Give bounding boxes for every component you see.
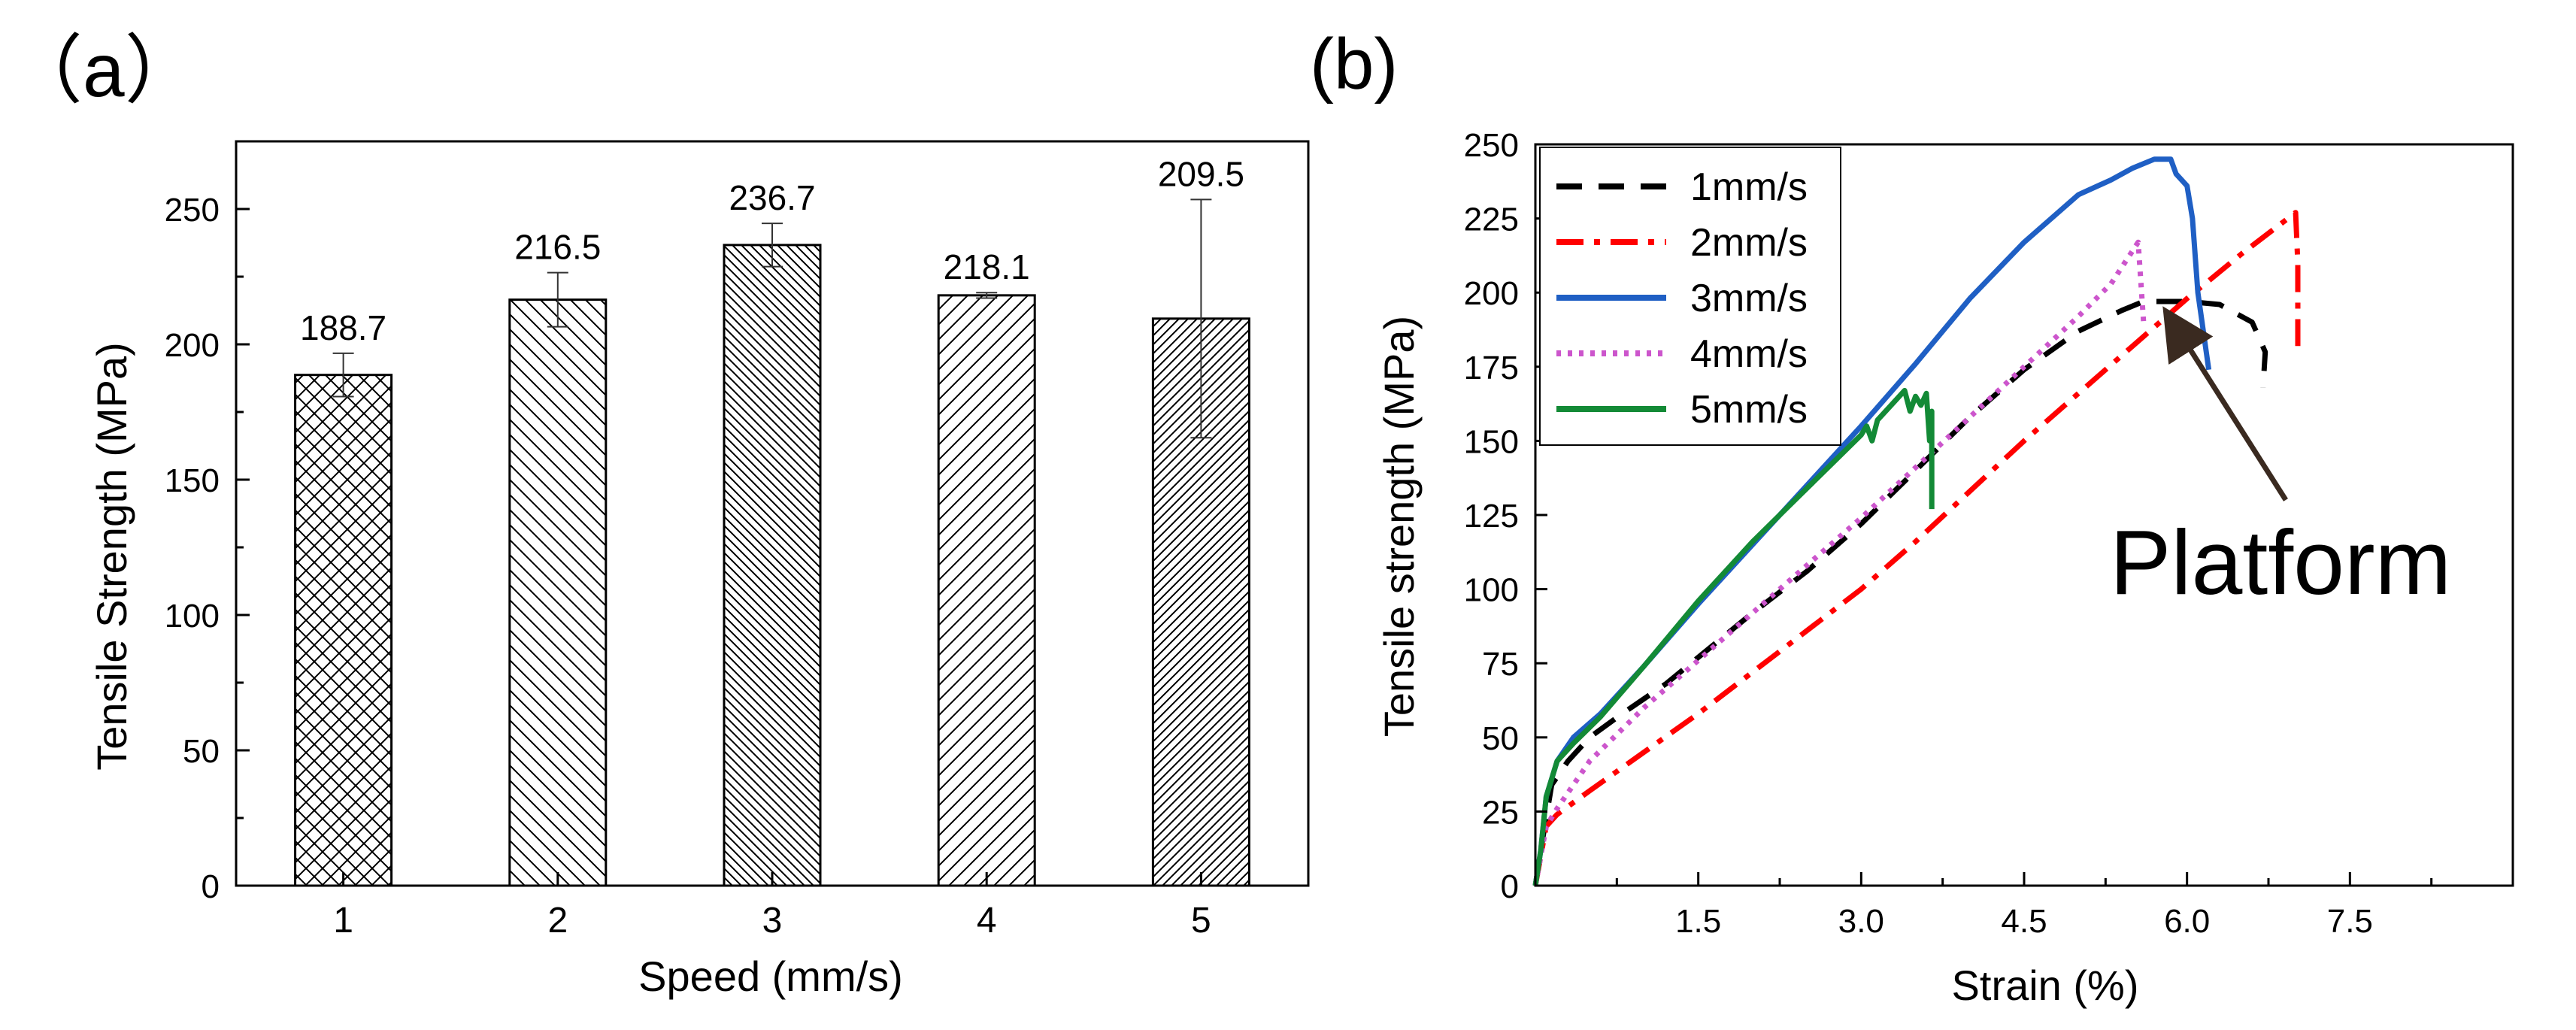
panel-b-y-axis-label: Tensile strength (MPa) [1375,316,1423,737]
series-line-3mm-per-s [1532,156,2212,886]
panel-b-annotation: Platform [2110,306,2451,613]
x-tick-label: 4 [977,901,997,941]
panel-b-x-axis-label: Strain (%) [1952,962,2139,1009]
panel-b-x-ticks: 1.5 3.0 4.5 6.0 7.5 [1615,872,2433,940]
y-tick-label: 0 [1501,868,1519,905]
panel-b-y-ticks: 0 25 50 75 100 125 150 175 200 225 250 [1464,127,1547,905]
bar-3 [723,244,822,887]
y-tick-label: 250 [1464,127,1519,164]
bar-value-label: 236.7 [729,178,815,217]
x-tick-label: 4.5 [2001,903,2047,940]
legend-entry: 1mm/s [1690,165,1808,209]
y-tick-label: 75 [1482,646,1519,683]
y-tick-label: 200 [165,327,220,364]
x-tick-label: 2 [547,901,568,941]
x-tick-label: 3.0 [1838,903,1884,940]
x-tick-label: 1.5 [1675,903,1721,940]
series-line-2mm-per-s [1532,210,2301,886]
y-tick-label: 50 [1482,720,1519,757]
series-line-4mm-per-s [1532,239,2147,886]
x-tick-label: 6.0 [2164,903,2210,940]
y-tick-label: 100 [1464,572,1519,609]
panel-a-x-axis-label: Speed (mm/s) [638,953,903,1000]
series-line-5mm-per-s [1532,387,1935,886]
panel-a: （a） 0 50 100 150 200 250 1 2 3 4 5 188.7 216.5 236.… [8,29,1310,1000]
panel-a-y-axis-label: Tensile Strength (MPa) [88,342,135,771]
panel-b: (b) 0 25 50 75 100 125 150 175 200 225 250 1.5 3.0 4… [1310,24,2514,1009]
x-tick-label: 1 [333,901,353,941]
annotation-text: Platform [2110,511,2451,613]
y-tick-label: 25 [1482,794,1519,831]
y-tick-label: 250 [165,192,220,229]
panel-b-legend: 1mm/s 2mm/s 3mm/s 4mm/s 5mm/s [1539,147,1841,446]
y-tick-label: 150 [1464,423,1519,460]
annotation-arrow [2162,306,2288,501]
x-tick-label: 5 [1191,901,1211,941]
panel-a-y-ticks: 0 50 100 150 200 250 [165,192,250,905]
bar-value-label: 188.7 [300,308,386,347]
y-tick-label: 175 [1464,350,1519,386]
y-tick-label: 125 [1464,498,1519,535]
legend-entry: 3mm/s [1690,277,1808,320]
legend-entry: 2mm/s [1690,221,1808,265]
panel-b-series-lines [1532,156,2301,886]
y-tick-label: 100 [165,598,220,635]
bar-value-label: 209.5 [1158,154,1244,193]
panel-a-bars: 188.7 216.5 236.7 218.1 209.5 [294,154,1250,887]
y-tick-label: 150 [165,462,220,499]
panel-b-label: (b) [1310,24,1398,105]
x-tick-label: 3 [762,901,783,941]
legend-entry: 4mm/s [1690,332,1808,376]
x-tick-label: 7.5 [2327,903,2373,940]
panel-a-label: （a） [8,29,200,113]
bar-4 [937,294,1036,887]
y-tick-label: 200 [1464,275,1519,312]
y-tick-label: 225 [1464,201,1519,238]
bar-value-label: 216.5 [514,228,601,267]
legend-entry: 5mm/s [1690,388,1808,432]
bar-2 [508,298,608,887]
bar-value-label: 218.1 [944,247,1030,286]
y-tick-label: 0 [202,868,220,905]
y-tick-label: 50 [183,733,220,770]
bar-1 [294,374,393,887]
